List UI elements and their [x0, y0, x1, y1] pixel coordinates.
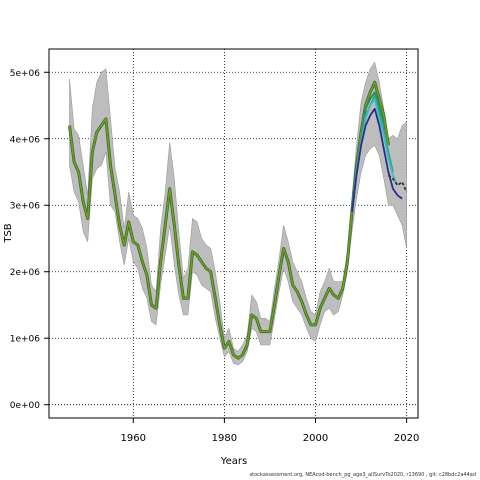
- y-tick-label-4: 4e+06: [10, 135, 41, 145]
- x-tick-label-3: 2020: [394, 433, 419, 444]
- y-tick-label-2: 2e+06: [10, 268, 41, 278]
- confidence-band-layer: [69, 61, 407, 366]
- plot-frame: [48, 48, 419, 419]
- y-axis-label: TSB: [3, 223, 14, 243]
- y-axis: 0e+00 1e+06 2e+06 3e+06 4e+06 5e+06: [10, 69, 49, 411]
- x-tick-label-2: 2000: [303, 433, 328, 444]
- x-tick-label-1: 1980: [212, 433, 237, 444]
- y-tick-label-0: 0e+00: [10, 401, 41, 411]
- series-line-retro-4: [351, 107, 403, 213]
- y-tick-label-3: 3e+06: [10, 202, 41, 212]
- series-line-main: [68, 81, 390, 360]
- x-axis: 1960 1980 2000 2020: [121, 418, 419, 444]
- y-tick-label-5: 5e+06: [10, 69, 41, 79]
- footer-caption: stockassessment.org, NEAcod-bench_pg_age…: [249, 472, 476, 478]
- confidence-band: [69, 61, 407, 366]
- series-outline-main: [68, 80, 390, 360]
- x-tick-label-0: 1960: [121, 433, 146, 444]
- x-axis-label: Years: [220, 456, 247, 467]
- y-tick-label-1: 1e+06: [10, 335, 41, 345]
- series-line-tail: [387, 174, 408, 193]
- series-layer: [68, 80, 408, 360]
